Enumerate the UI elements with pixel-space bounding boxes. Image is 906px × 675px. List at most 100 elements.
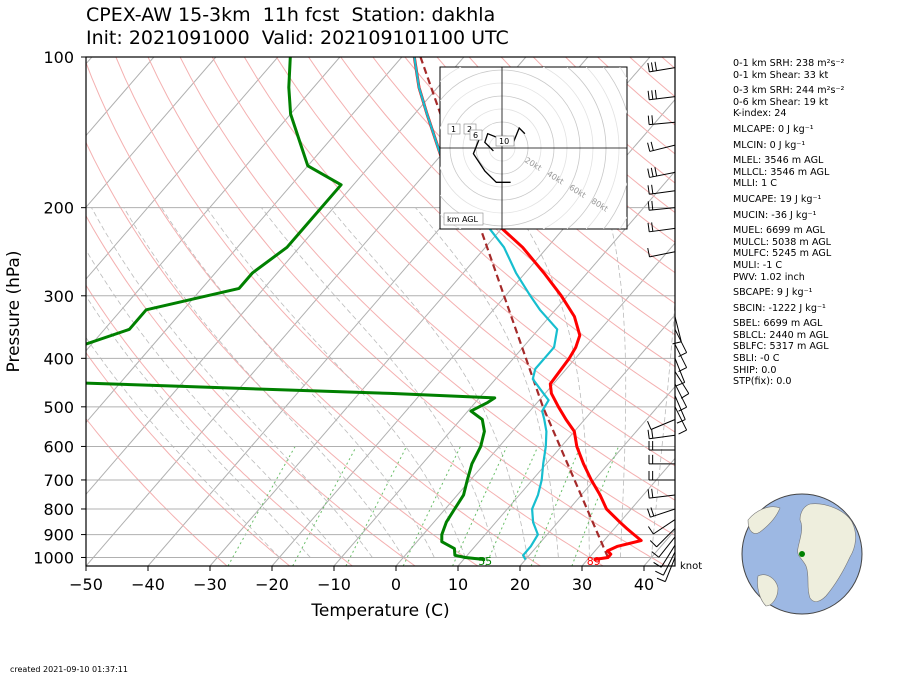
isotherm <box>86 57 279 280</box>
wind-barb <box>648 470 675 481</box>
moist-adiabat <box>206 207 466 558</box>
moist-adiabat <box>123 207 404 558</box>
index-line: 0-1 km Shear: 33 kt <box>733 69 829 81</box>
x-tick-label: 10 <box>448 575 468 594</box>
isotherm <box>86 57 217 209</box>
mixing-ratio-line <box>452 446 508 566</box>
wind-barb-flag <box>654 167 658 177</box>
wind-barb <box>647 222 676 233</box>
hodograph-height-label: 10 <box>499 137 509 146</box>
hodograph-trace-upper <box>484 126 526 152</box>
wind-barb-shaft <box>674 316 682 342</box>
created-timestamp: created 2021-09-10 01:37:11 <box>10 665 128 674</box>
dry-adiabat <box>243 57 675 467</box>
wind-barb <box>655 551 676 576</box>
index-line: PWV: 1.02 inch <box>733 271 805 283</box>
wind-barb-shaft <box>674 406 688 431</box>
mixing-ratio-line <box>345 446 408 566</box>
wind-barb-shaft <box>650 508 676 518</box>
wind-barb-flag <box>647 90 650 100</box>
wind-barb-flag <box>650 62 654 72</box>
wind-barb <box>647 519 676 535</box>
hodograph-legend-box <box>443 212 484 226</box>
index-line: SBLCL: 2440 m AGL <box>733 329 829 341</box>
wind-barb-flag <box>651 184 654 194</box>
hodograph-height-label: 1 <box>451 125 456 134</box>
wind-barb <box>647 61 676 73</box>
wind-barb-shaft <box>650 419 676 430</box>
wind-barb <box>653 544 676 568</box>
wind-barb-flag <box>647 508 651 518</box>
y-tick-label: 500 <box>43 398 74 417</box>
dry-adiabat <box>308 57 675 400</box>
wind-barb-shaft <box>649 96 676 101</box>
index-line: MUCAPE: 19 J kg⁻¹ <box>733 193 822 205</box>
wind-barb-shaft <box>649 67 676 73</box>
wind-barb-flag <box>647 247 650 257</box>
wind-barb-flag <box>680 393 690 399</box>
wind-barb-flag <box>647 526 654 535</box>
dry-adiabat <box>86 61 541 566</box>
isotherm <box>333 170 675 566</box>
wind-barb <box>647 507 676 518</box>
wind-barb <box>674 406 688 435</box>
wind-barb-shaft <box>649 190 676 195</box>
wind-barb-shaft <box>649 227 676 233</box>
dry-adiabat <box>372 57 675 336</box>
index-line: MLEL: 3546 m AGL <box>733 155 824 167</box>
index-line: MUEL: 6699 m AGL <box>733 225 826 237</box>
index-line: SBLFC: 5317 m AGL <box>733 341 829 353</box>
wind-barb-flag <box>651 429 654 439</box>
wind-barb <box>674 329 688 358</box>
wind-barb-flag <box>678 352 687 358</box>
wind-barb-flag <box>647 142 651 152</box>
wind-barb-flag <box>653 562 662 568</box>
dry-adiabat <box>86 141 479 566</box>
wind-barb-shaft <box>674 329 688 353</box>
wind-barb-shaft <box>674 395 686 420</box>
moist-adiabat <box>86 249 342 558</box>
dry-adiabat <box>86 418 228 566</box>
index-line: SBCIN: -1222 J kg⁻¹ <box>733 302 826 314</box>
wind-barb-flag <box>647 115 650 125</box>
wind-barb-flag <box>647 168 650 178</box>
x-tick-label: 0 <box>391 575 401 594</box>
index-line: SHIP: 0.0 <box>733 364 777 376</box>
wind-barb-flag <box>647 185 650 195</box>
index-line: MLLI: 1 C <box>733 178 777 190</box>
y-tick-label: 300 <box>43 287 74 306</box>
globe-land-north-america <box>747 506 781 534</box>
dry-adiabat <box>115 57 604 566</box>
wind-barb <box>651 536 676 558</box>
wind-barb-shaft <box>649 434 676 440</box>
station-locator-globe <box>741 493 863 615</box>
y-tick-label: 800 <box>43 500 74 519</box>
hodograph-trace-lower <box>472 139 511 183</box>
dry-adiabat <box>86 214 416 566</box>
hodograph-height-label: 6 <box>473 131 478 140</box>
wind-barb-flag <box>654 61 658 71</box>
x-tick-label: −40 <box>131 575 165 594</box>
wind-barb-shaft <box>649 207 676 211</box>
wind-barb <box>647 247 676 258</box>
x-tick-label: −50 <box>69 575 103 594</box>
index-line: K-index: 24 <box>733 108 787 120</box>
index-line: MLLCL: 3546 m AGL <box>733 166 830 178</box>
wind-barb-flag <box>649 540 657 548</box>
wind-barb <box>647 419 676 430</box>
y-tick-label: 1000 <box>33 548 74 567</box>
wind-barb-flag <box>647 429 650 439</box>
wind-barb <box>672 316 682 345</box>
dry-adiabat <box>436 57 675 274</box>
y-tick-label: 400 <box>43 349 74 368</box>
index-line: 0-1 km SRH: 238 m²s⁻² <box>733 58 845 69</box>
index-line: SBLI: -0 C <box>733 353 780 365</box>
wind-barb <box>656 557 676 583</box>
wind-barb-flag <box>678 429 687 435</box>
y-tick-label: 900 <box>43 526 74 545</box>
index-line: 0-3 km SRH: 244 m²s⁻² <box>733 85 845 97</box>
mixing-ratio-line <box>485 446 539 566</box>
globe-land-south-america <box>757 574 779 607</box>
wind-barb-shaft <box>664 557 676 582</box>
wind-barb-flag <box>672 341 682 345</box>
